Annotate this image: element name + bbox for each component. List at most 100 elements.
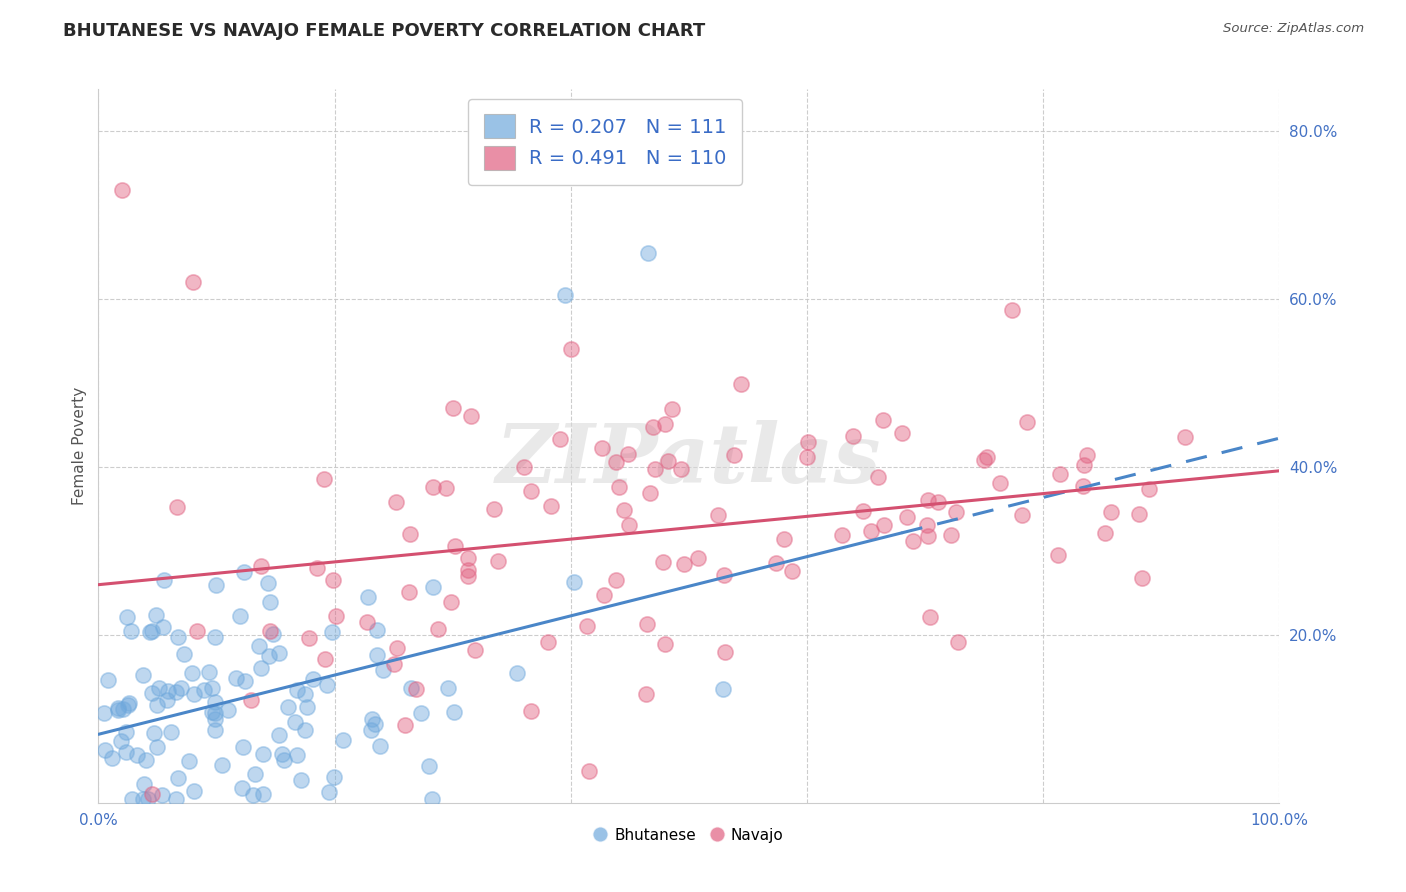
Point — [939, 527, 962, 541]
Point — [139, 625, 162, 640]
Point — [252, 747, 274, 761]
Point — [325, 609, 347, 624]
Point — [267, 646, 290, 660]
Point — [1128, 508, 1150, 522]
Point — [205, 578, 228, 592]
Point — [917, 517, 939, 532]
Point — [153, 573, 176, 587]
Point — [186, 624, 208, 639]
Point — [233, 673, 256, 688]
Point — [121, 791, 143, 805]
Point — [371, 663, 394, 677]
Point — [173, 647, 195, 661]
Point — [661, 402, 683, 417]
Point — [988, 475, 1011, 490]
Point — [204, 723, 226, 737]
Point — [1076, 448, 1098, 462]
Point — [148, 681, 170, 696]
Point — [307, 561, 329, 575]
Point — [322, 573, 344, 587]
Point — [917, 492, 939, 507]
Point — [193, 683, 215, 698]
Point — [637, 246, 659, 260]
Point — [730, 376, 752, 391]
Point — [946, 634, 969, 648]
Point — [141, 686, 163, 700]
Point — [1015, 415, 1038, 429]
Point — [973, 453, 995, 467]
Point — [540, 499, 562, 513]
Point — [713, 682, 735, 697]
Legend: Bhutanese, Navajo: Bhutanese, Navajo — [588, 822, 790, 848]
Point — [1049, 467, 1071, 481]
Point — [93, 706, 115, 720]
Point — [143, 726, 166, 740]
Point — [613, 502, 636, 516]
Point — [443, 401, 465, 416]
Point — [225, 671, 247, 685]
Point — [1130, 572, 1153, 586]
Point — [1001, 302, 1024, 317]
Point — [562, 575, 585, 590]
Point — [872, 413, 894, 427]
Point — [513, 459, 536, 474]
Point — [232, 739, 254, 754]
Point — [312, 472, 335, 486]
Point — [298, 632, 321, 646]
Point — [654, 637, 676, 651]
Point — [976, 450, 998, 464]
Point — [1073, 458, 1095, 472]
Point — [321, 625, 343, 640]
Point — [444, 539, 467, 553]
Point — [457, 568, 479, 582]
Point — [457, 551, 479, 566]
Point — [118, 697, 141, 711]
Point — [357, 590, 380, 604]
Point — [201, 705, 224, 719]
Point — [439, 595, 461, 609]
Point — [578, 764, 600, 778]
Point — [146, 740, 169, 755]
Point — [183, 783, 205, 797]
Point — [873, 517, 896, 532]
Point — [399, 526, 422, 541]
Point — [366, 623, 388, 637]
Point — [920, 609, 942, 624]
Point — [765, 556, 787, 570]
Point — [1071, 479, 1094, 493]
Point — [385, 640, 408, 655]
Point — [1011, 508, 1033, 522]
Point — [233, 566, 256, 580]
Point — [405, 682, 427, 697]
Point — [617, 518, 640, 533]
Point — [866, 469, 889, 483]
Point — [285, 683, 308, 698]
Point — [891, 426, 914, 441]
Point — [250, 559, 273, 574]
Point — [165, 685, 187, 699]
Point — [141, 788, 163, 802]
Point — [520, 483, 543, 498]
Point — [302, 672, 325, 686]
Point — [157, 683, 180, 698]
Point — [170, 681, 193, 695]
Point — [1046, 548, 1069, 562]
Point — [652, 555, 675, 569]
Point — [211, 758, 233, 772]
Point — [686, 551, 709, 566]
Point — [464, 643, 486, 657]
Point — [641, 420, 664, 434]
Point — [277, 700, 299, 714]
Point — [443, 706, 465, 720]
Point — [204, 706, 226, 720]
Point — [616, 447, 638, 461]
Point — [125, 748, 148, 763]
Point — [723, 449, 745, 463]
Point — [183, 687, 205, 701]
Point — [548, 433, 571, 447]
Point — [294, 687, 316, 701]
Point — [267, 728, 290, 742]
Point — [554, 288, 576, 302]
Point — [252, 788, 274, 802]
Point — [285, 748, 308, 763]
